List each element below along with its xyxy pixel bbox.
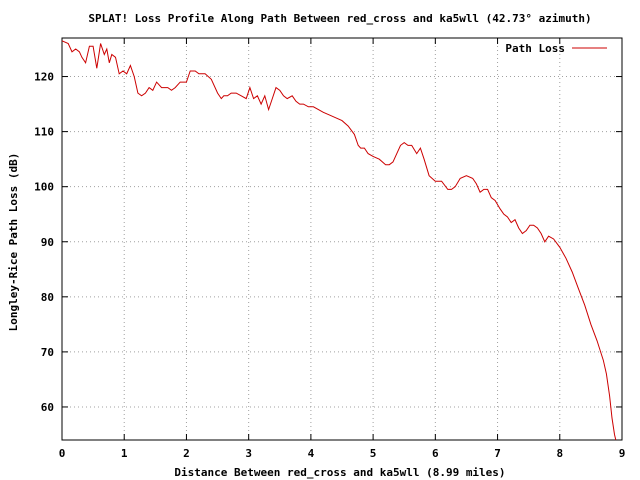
x-axis-label: Distance Between red_cross and ka5wll (8… (174, 466, 505, 479)
y-tick-labels: 60 70 80 90 100 110 120 (34, 71, 54, 414)
x-tick-label: 6 (432, 447, 439, 460)
y-tick-label: 110 (34, 126, 54, 139)
legend: Path Loss (505, 42, 607, 55)
y-tick-label: 100 (34, 181, 54, 194)
x-tick-label: 8 (556, 447, 563, 460)
y-tick-label: 80 (41, 291, 54, 304)
x-tick-label: 5 (370, 447, 377, 460)
series-line-path-loss (61, 40, 617, 441)
x-tick-label: 1 (121, 447, 128, 460)
x-tick-label: 4 (308, 447, 315, 460)
y-tick-label: 70 (41, 346, 54, 359)
x-tick-label: 0 (59, 447, 66, 460)
grid-lines (62, 38, 622, 440)
x-tick-label: 3 (245, 447, 252, 460)
x-tick-labels: 0 1 2 3 4 5 6 7 8 9 (59, 447, 626, 460)
y-tick-label: 60 (41, 401, 54, 414)
x-tick-label: 7 (494, 447, 501, 460)
plot-frame (61, 37, 623, 441)
y-tick-label: 90 (41, 236, 54, 249)
y-axis-label: Longley-Rice Path Loss (dB) (7, 153, 20, 332)
legend-label-path-loss: Path Loss (505, 42, 565, 55)
x-tick-label: 2 (183, 447, 190, 460)
chart-title: SPLAT! Loss Profile Along Path Between r… (88, 12, 591, 25)
tick-marks (61, 38, 623, 440)
x-tick-label: 9 (619, 447, 626, 460)
y-tick-label: 120 (34, 71, 54, 84)
